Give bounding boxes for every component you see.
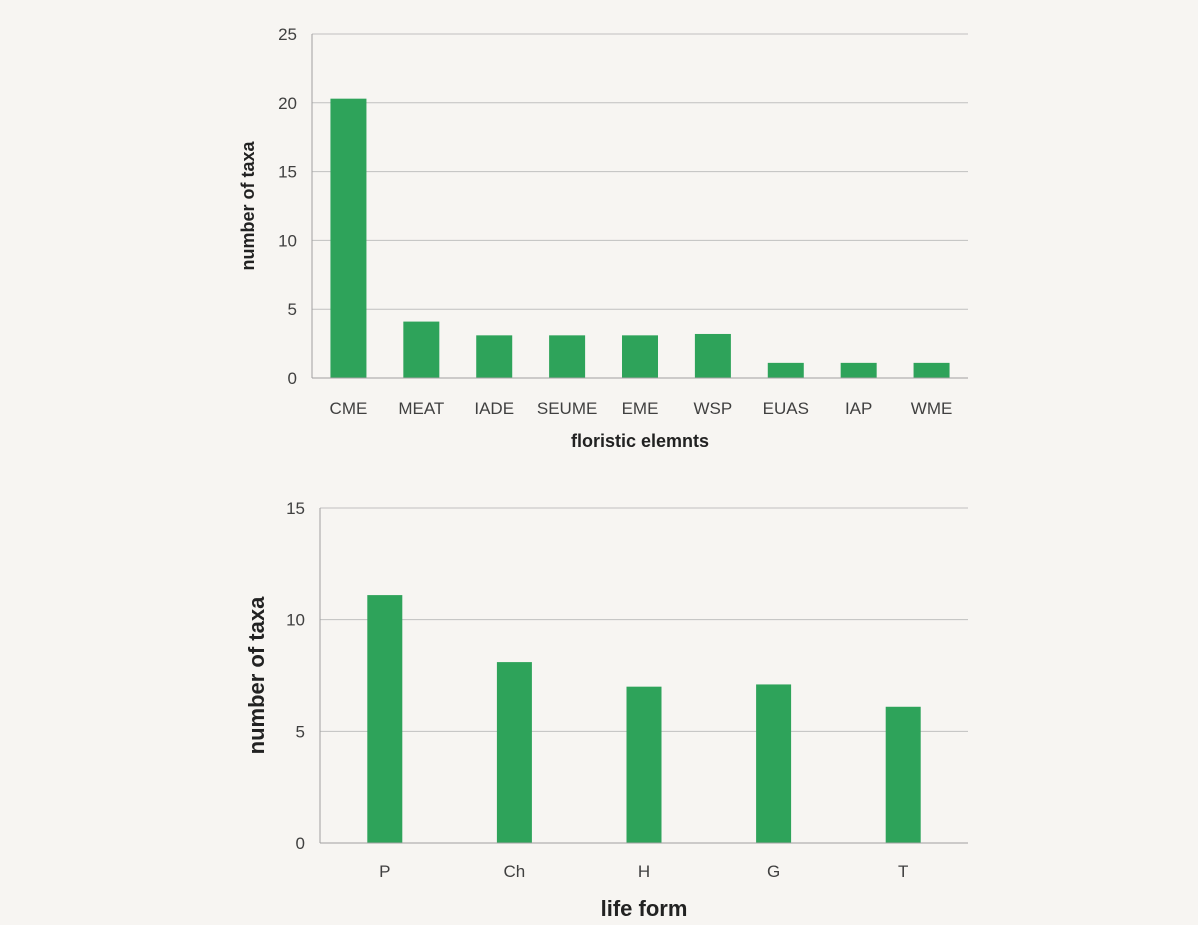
chart-2-x-tick-labels: P Ch H G T — [379, 862, 908, 881]
x-tick-label: WME — [911, 399, 953, 418]
bar-wsp — [694, 333, 731, 378]
chart-1-y-axis-title: number of taxa — [238, 141, 258, 271]
chart-1-gridlines — [312, 33, 968, 310]
y-tick-label: 10 — [278, 231, 297, 250]
bar-wme — [913, 362, 950, 378]
bar-ch — [496, 662, 532, 843]
x-tick-label: G — [767, 862, 780, 881]
bar-iap — [840, 362, 877, 378]
chart-1-bars — [330, 98, 950, 378]
chart-2-y-axis-title: number of taxa — [244, 596, 269, 754]
x-tick-label: CME — [330, 399, 368, 418]
bar-t — [885, 706, 921, 843]
bar-seume — [549, 335, 586, 378]
x-tick-label: EUAS — [763, 399, 809, 418]
y-tick-label: 5 — [296, 722, 305, 741]
y-tick-label: 15 — [286, 499, 305, 518]
x-tick-label: IADE — [474, 399, 514, 418]
x-tick-label: P — [379, 862, 390, 881]
y-tick-label: 0 — [288, 369, 297, 388]
y-tick-label: 5 — [288, 300, 297, 319]
bar-meat — [403, 321, 440, 378]
y-tick-label: 10 — [286, 611, 305, 630]
y-tick-label: 25 — [278, 25, 297, 44]
bar-g — [756, 684, 792, 843]
chart-2-x-axis-title: life form — [601, 896, 688, 921]
x-tick-label: EME — [622, 399, 659, 418]
bar-p — [367, 595, 403, 843]
x-tick-label: H — [638, 862, 650, 881]
floristic-elements-chart: 0 5 10 15 20 25 CME MEAT IADE SEUME EME WSP EUAS IAP… — [238, 25, 968, 451]
chart-1-y-tick-labels: 0 5 10 15 20 25 — [278, 25, 297, 388]
x-tick-label: MEAT — [398, 399, 444, 418]
chart-1-x-tick-labels: CME MEAT IADE SEUME EME WSP EUAS IAP WME — [330, 399, 953, 418]
y-tick-label: 0 — [296, 834, 305, 853]
x-tick-label: SEUME — [537, 399, 597, 418]
x-tick-label: Ch — [504, 862, 526, 881]
bar-iade — [476, 335, 513, 378]
y-tick-label: 20 — [278, 94, 297, 113]
y-tick-label: 15 — [278, 163, 297, 182]
chart-2-y-tick-labels: 0 5 10 15 — [286, 499, 305, 853]
bar-eme — [622, 335, 658, 378]
chart-2-bars — [367, 595, 921, 843]
life-form-chart: 0 5 10 15 P Ch H G T life form number of taxa — [244, 499, 968, 921]
chart-1-x-axis-title: floristic elemnts — [571, 431, 709, 451]
x-tick-label: WSP — [694, 399, 733, 418]
bar-euas — [767, 362, 804, 378]
x-tick-label: IAP — [845, 399, 872, 418]
x-tick-label: T — [898, 862, 908, 881]
bar-h — [626, 686, 662, 843]
bar-cme — [330, 98, 367, 378]
